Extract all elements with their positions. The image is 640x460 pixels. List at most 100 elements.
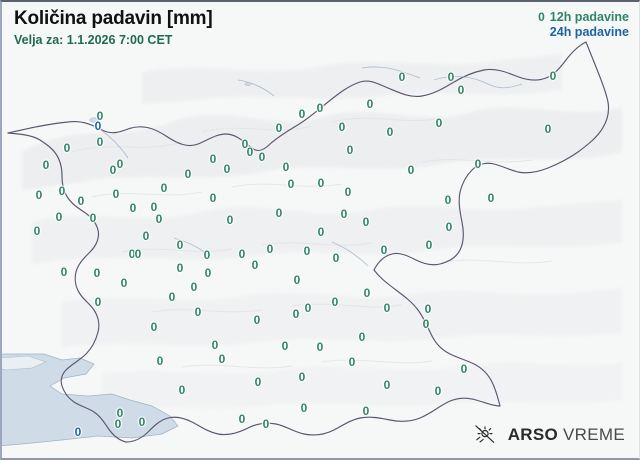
station-marker: 0 — [447, 70, 455, 84]
station-marker: 0 — [254, 375, 262, 389]
station-marker: 0 — [120, 276, 128, 290]
station-marker: 0 — [58, 184, 66, 198]
station-marker: 0 — [304, 301, 312, 315]
station-marker: 0 — [344, 185, 352, 199]
station-marker: 0 — [94, 295, 102, 309]
brand-text: ARSO VREME — [508, 425, 625, 445]
station-marker: 0 — [544, 122, 552, 136]
station-marker: 0 — [94, 119, 102, 133]
station-marker: 0 — [281, 339, 289, 353]
station-marker: 0 — [203, 248, 211, 262]
station-marker: 0 — [298, 107, 306, 121]
station-marker: 0 — [168, 290, 176, 304]
station-marker: 0 — [77, 194, 85, 208]
station-marker: 0 — [176, 261, 184, 275]
station-marker: 0 — [134, 247, 142, 261]
station-marker: 0 — [362, 404, 370, 418]
station-marker: 0 — [211, 338, 219, 352]
station-marker: 0 — [332, 251, 340, 265]
station-marker: 0 — [184, 167, 192, 181]
station-marker: 0 — [380, 243, 388, 257]
station-marker: 0 — [55, 210, 63, 224]
station-marker: 0 — [33, 224, 41, 238]
station-marker: 0 — [218, 352, 226, 366]
station-marker: 0 — [128, 247, 136, 261]
station-marker: 0 — [487, 191, 495, 205]
station-marker: 0 — [366, 97, 374, 111]
brand-logo[interactable]: ARSO VREME — [474, 424, 625, 446]
station-marker: 0 — [316, 101, 324, 115]
legend-row-12h: 0 12h padavine — [538, 10, 629, 25]
station-marker: 0 — [93, 266, 101, 280]
legend-label-12h: 12h padavine — [549, 10, 629, 24]
station-marker: 0 — [549, 69, 557, 83]
station-marker: 0 — [114, 417, 122, 431]
station-marker: 0 — [275, 206, 283, 220]
station-marker: 0 — [109, 163, 117, 177]
station-marker: 0 — [150, 200, 158, 214]
station-marker: 0 — [316, 340, 324, 354]
station-marker: 0 — [460, 362, 468, 376]
station-marker: 0 — [445, 220, 453, 234]
station-marker: 0 — [282, 160, 290, 174]
lakes-layer — [89, 82, 252, 123]
station-marker: 0 — [60, 265, 68, 279]
station-marker: 0 — [209, 191, 217, 205]
station-marker: 0 — [346, 143, 354, 157]
station-marker: 0 — [434, 384, 442, 398]
station-marker: 0 — [116, 157, 124, 171]
station-marker: 0 — [474, 157, 482, 171]
station-marker: 0 — [160, 181, 168, 195]
station-marker: 0 — [293, 273, 301, 287]
station-marker: 0 — [292, 307, 300, 321]
legend-sample-12h-icon: 0 — [538, 10, 545, 24]
station-marker: 0 — [112, 187, 120, 201]
station-marker: 0 — [156, 354, 164, 368]
station-marker: 0 — [138, 415, 146, 429]
station-marker: 0 — [303, 244, 311, 258]
legend-row-24h: 24h padavine — [538, 25, 629, 40]
station-marker: 0 — [386, 125, 394, 139]
rivers-layer — [97, 66, 523, 267]
station-marker: 0 — [241, 137, 249, 151]
station-marker: 0 — [317, 176, 325, 190]
station-marker: 0 — [223, 162, 231, 176]
station-marker: 0 — [407, 163, 415, 177]
station-marker: 0 — [300, 401, 308, 415]
station-marker: 0 — [35, 188, 43, 202]
station-marker: 0 — [194, 305, 202, 319]
station-marker: 0 — [116, 406, 124, 420]
station-marker: 0 — [251, 258, 259, 272]
station-marker: 0 — [287, 177, 295, 191]
legend: 0 12h padavine 24h padavine — [538, 10, 629, 40]
legend-label-24h: 24h padavine — [549, 25, 629, 39]
station-marker: 0 — [226, 213, 234, 227]
station-marker: 0 — [246, 145, 254, 159]
station-marker: 0 — [383, 301, 391, 315]
station-marker: 0 — [96, 109, 104, 123]
station-marker: 0 — [176, 238, 184, 252]
station-marker: 0 — [358, 330, 366, 344]
station-marker: 0 — [383, 378, 391, 392]
station-marker: 0 — [362, 215, 370, 229]
station-marker: 0 — [63, 141, 71, 155]
station-marker: 0 — [338, 120, 346, 134]
station-marker: 0 — [42, 158, 50, 172]
station-marker: 0 — [425, 238, 433, 252]
station-marker: 0 — [96, 135, 104, 149]
station-marker: 0 — [238, 412, 246, 426]
station-marker: 0 — [363, 286, 371, 300]
station-marker: 0 — [331, 295, 339, 309]
national-border — [7, 41, 610, 443]
station-marker: 0 — [238, 247, 246, 261]
station-marker: 0 — [178, 383, 186, 397]
station-marker: 0 — [435, 116, 443, 130]
station-marker: 0 — [258, 150, 266, 164]
station-marker: 0 — [422, 317, 430, 331]
station-marker: 0 — [444, 193, 452, 207]
sun-rays-icon — [474, 425, 494, 443]
station-marker: 0 — [275, 121, 283, 135]
